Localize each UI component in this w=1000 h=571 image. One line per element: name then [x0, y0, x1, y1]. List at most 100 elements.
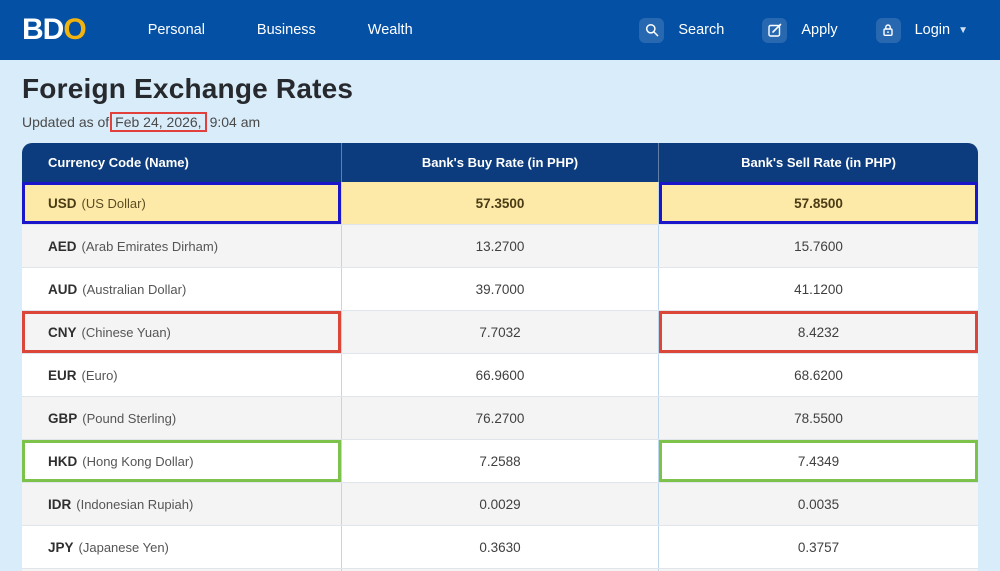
sell-rate-value: 0.3757: [797, 539, 840, 555]
sell-rate-cell: 0.0035: [658, 483, 978, 525]
column-header-currency: Currency Code (Name): [48, 155, 189, 170]
sell-rate-cell: 15.7600: [658, 225, 978, 267]
buy-rate-value: 7.2588: [479, 453, 521, 469]
table-row-eur[interactable]: EUR (Euro) 66.9600 68.6200: [22, 354, 978, 397]
currency-code: AUD: [48, 281, 78, 297]
buy-rate-cell: 66.9600: [341, 354, 658, 396]
currency-cell: JPY (Japanese Yen): [22, 526, 341, 568]
sell-rate-cell-annotated-blue: 57.8500: [658, 182, 978, 224]
sell-rate-value: 8.4232: [797, 324, 840, 340]
sell-rate-value: 15.7600: [794, 238, 843, 254]
table-row-partial: [22, 569, 978, 571]
buy-rate-value: 7.7032: [479, 324, 521, 340]
updated-prefix: Updated as of: [22, 114, 110, 130]
currency-cell: AED (Arab Emirates Dirham): [22, 225, 341, 267]
currency-code: IDR: [48, 496, 72, 512]
nav-item-wealth[interactable]: Wealth: [367, 22, 413, 38]
currency-name: (Euro): [81, 367, 118, 383]
buy-rate-cell: 57.3500: [341, 182, 658, 224]
currency-code: HKD: [48, 453, 78, 469]
login-button[interactable]: Login ▼: [875, 17, 968, 43]
table-row-idr[interactable]: IDR (Indonesian Rupiah) 0.0029 0.0035: [22, 483, 978, 526]
table-row-aed[interactable]: AED (Arab Emirates Dirham) 13.2700 15.76…: [22, 225, 978, 268]
main-content: Foreign Exchange Rates Updated as of Feb…: [0, 73, 1000, 571]
buy-rate-cell: 13.2700: [341, 225, 658, 267]
nav-item-business[interactable]: Business: [256, 22, 316, 38]
search-label: Search: [678, 22, 725, 38]
currency-code: CNY: [48, 324, 77, 340]
currency-name: (Arab Emirates Dirham): [81, 238, 219, 254]
column-header-buy-rate: Bank's Buy Rate (in PHP): [341, 143, 658, 182]
buy-rate-cell: 0.0029: [341, 483, 658, 525]
updated-time: 9:04 am: [209, 114, 261, 130]
currency-name: (US Dollar): [81, 195, 146, 211]
search-button[interactable]: Search: [639, 17, 725, 43]
currency-code: EUR: [48, 367, 77, 383]
sell-rate-cell: 41.1200: [658, 268, 978, 310]
fx-table-body: USD (US Dollar) 57.3500 57.8500 AED (Ara…: [22, 182, 978, 569]
top-navbar: BDO Personal Business Wealth Search Appl…: [0, 0, 1000, 60]
table-row-jpy[interactable]: JPY (Japanese Yen) 0.3630 0.3757: [22, 526, 978, 569]
logo-text-o: O: [63, 13, 86, 46]
table-header-row: Currency Code (Name) Bank's Buy Rate (in…: [22, 143, 978, 182]
buy-rate-cell: 39.7000: [341, 268, 658, 310]
currency-code: AED: [48, 238, 77, 254]
buy-rate-value: 39.7000: [475, 281, 525, 297]
currency-cell: EUR (Euro): [22, 354, 341, 396]
updated-timestamp: Updated as of Feb 24, 2026, 9:04 am: [22, 112, 978, 132]
bdo-logo[interactable]: BDO: [22, 13, 87, 46]
buy-rate-value: 57.3500: [475, 195, 525, 211]
buy-rate-value: 76.2700: [475, 410, 525, 426]
sell-rate-cell-annotated-red: 8.4232: [658, 311, 978, 353]
column-header-sell-rate: Bank's Sell Rate (in PHP): [658, 143, 978, 182]
currency-name: (Japanese Yen): [78, 539, 169, 555]
buy-rate-cell: 0.3630: [341, 526, 658, 568]
sell-rate-value: 78.5500: [794, 410, 843, 426]
buy-rate-cell: 76.2700: [341, 397, 658, 439]
page-title: Foreign Exchange Rates: [22, 73, 354, 104]
table-row-aud[interactable]: AUD (Australian Dollar) 39.7000 41.1200: [22, 268, 978, 311]
table-row-cny[interactable]: CNY (Chinese Yuan) 7.7032 8.4232: [22, 311, 978, 354]
apply-button[interactable]: Apply: [762, 17, 838, 43]
buy-rate-value: 13.2700: [475, 238, 525, 254]
chevron-down-icon: ▼: [958, 24, 968, 36]
sell-rate-cell: [658, 569, 978, 571]
nav-item-personal[interactable]: Personal: [147, 22, 205, 38]
buy-rate-value: 0.0029: [479, 496, 521, 512]
currency-name: (Pound Sterling): [82, 410, 177, 426]
sell-rate-value: 68.6200: [794, 367, 843, 383]
search-icon: [639, 17, 665, 43]
logo-text-bd: BD: [22, 13, 64, 46]
table-row-gbp[interactable]: GBP (Pound Sterling) 76.2700 78.5500: [22, 397, 978, 440]
currency-name: (Hong Kong Dollar): [82, 453, 194, 469]
login-label: Login: [914, 22, 951, 38]
currency-cell-annotated-red: CNY (Chinese Yuan): [22, 311, 341, 353]
currency-name: (Chinese Yuan): [81, 324, 171, 340]
buy-rate-cell: 7.7032: [341, 311, 658, 353]
currency-cell: AUD (Australian Dollar): [22, 268, 341, 310]
navbar-actions: Search Apply Login ▼: [639, 17, 968, 43]
sell-rate-cell: 68.6200: [658, 354, 978, 396]
currency-cell-annotated-green: HKD (Hong Kong Dollar): [22, 440, 341, 482]
sell-rate-cell: 78.5500: [658, 397, 978, 439]
currency-code: USD: [48, 195, 77, 211]
sell-rate-value: 7.4349: [797, 453, 840, 469]
sell-rate-value: 57.8500: [794, 195, 843, 211]
currency-code: JPY: [48, 539, 74, 555]
updated-date-annotated: Feb 24, 2026,: [110, 112, 207, 132]
buy-rate-value: 66.9600: [475, 367, 525, 383]
fx-rates-table: Currency Code (Name) Bank's Buy Rate (in…: [22, 143, 978, 571]
sell-rate-cell: 0.3757: [658, 526, 978, 568]
buy-rate-cell: [341, 569, 658, 571]
currency-name: (Australian Dollar): [82, 281, 187, 297]
buy-rate-value: 0.3630: [479, 539, 521, 555]
currency-cell: GBP (Pound Sterling): [22, 397, 341, 439]
table-row-hkd[interactable]: HKD (Hong Kong Dollar) 7.2588 7.4349: [22, 440, 978, 483]
apply-label: Apply: [801, 22, 838, 38]
sell-rate-cell-annotated-green: 7.4349: [658, 440, 978, 482]
sell-rate-value: 41.1200: [794, 281, 843, 297]
sell-rate-value: 0.0035: [797, 496, 840, 512]
buy-rate-cell: 7.2588: [341, 440, 658, 482]
table-row-usd[interactable]: USD (US Dollar) 57.3500 57.8500: [22, 182, 978, 225]
currency-code: GBP: [48, 410, 78, 426]
